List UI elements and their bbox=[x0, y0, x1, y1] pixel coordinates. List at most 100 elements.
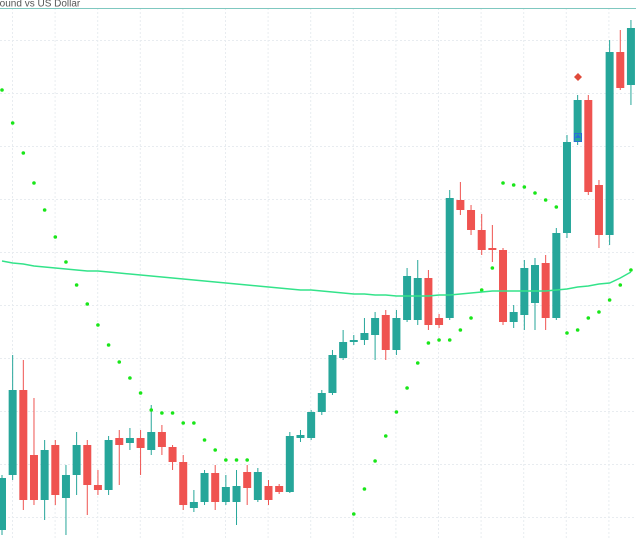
horizontal-grid bbox=[0, 9, 636, 538]
sar-dot bbox=[565, 331, 569, 335]
sar-dot bbox=[138, 391, 143, 395]
candle-body bbox=[435, 318, 444, 325]
sar-dot bbox=[575, 328, 580, 332]
sar-dot bbox=[394, 410, 399, 414]
sar-dot bbox=[458, 328, 463, 332]
sar-dot bbox=[405, 386, 409, 390]
candle-body bbox=[168, 447, 177, 462]
candle-body bbox=[8, 390, 17, 475]
sar-dot bbox=[501, 181, 505, 185]
candle-body bbox=[147, 432, 156, 450]
sar-dot bbox=[192, 421, 196, 425]
candle-body bbox=[61, 475, 70, 498]
sar-dot bbox=[128, 376, 132, 380]
sar-dot bbox=[106, 343, 111, 347]
candle-body bbox=[499, 250, 508, 322]
sar-dot bbox=[362, 487, 367, 491]
candle-body bbox=[371, 318, 380, 335]
candle-body bbox=[51, 445, 60, 495]
candle-body bbox=[339, 342, 348, 358]
candle-body bbox=[296, 435, 305, 438]
sar-dot bbox=[160, 411, 164, 415]
sar-dot bbox=[0, 88, 4, 92]
candle-body bbox=[275, 486, 284, 492]
sar-dot bbox=[479, 288, 484, 292]
sar-dot bbox=[74, 283, 79, 287]
sar-dot bbox=[213, 448, 217, 452]
buy-marker bbox=[575, 134, 581, 138]
sar-dot bbox=[351, 512, 356, 516]
sar-dot bbox=[224, 458, 228, 462]
candle-body bbox=[19, 390, 28, 500]
candle-body bbox=[360, 333, 369, 340]
candle-body bbox=[307, 412, 316, 438]
candle-body bbox=[381, 315, 390, 350]
candle-body bbox=[253, 472, 262, 500]
candle-body bbox=[552, 233, 561, 318]
candle-body bbox=[488, 248, 497, 250]
sar-dot bbox=[10, 121, 15, 125]
sar-dot bbox=[85, 302, 90, 306]
sar-dot bbox=[383, 434, 388, 438]
candle-body bbox=[605, 52, 614, 235]
sar-dot bbox=[543, 198, 548, 202]
candle-body bbox=[594, 185, 603, 235]
candle-body bbox=[83, 445, 92, 485]
sar-dot bbox=[53, 235, 58, 239]
candle-body bbox=[189, 502, 198, 508]
candle-body bbox=[211, 473, 220, 502]
sar-dot bbox=[149, 408, 154, 412]
candle-body bbox=[509, 312, 518, 322]
sar-dot bbox=[426, 341, 431, 345]
candle-body bbox=[72, 445, 81, 475]
candle-body bbox=[349, 340, 358, 342]
candle-body bbox=[392, 318, 401, 350]
sar-dot bbox=[64, 260, 68, 264]
candle-body bbox=[0, 478, 6, 530]
buy-marker-box bbox=[574, 133, 582, 142]
sar-dot bbox=[533, 191, 537, 195]
sar-dot bbox=[522, 185, 527, 189]
candle-body bbox=[93, 485, 102, 490]
sar-dot bbox=[245, 458, 249, 462]
candle-body bbox=[562, 142, 571, 233]
candle-body bbox=[626, 28, 635, 85]
sar-dot bbox=[415, 361, 420, 365]
sar-dot bbox=[469, 316, 473, 320]
candle-body bbox=[403, 276, 412, 320]
moving-average bbox=[1, 260, 632, 297]
candle-body bbox=[104, 440, 113, 490]
candle-body bbox=[573, 100, 582, 142]
candle-body bbox=[264, 486, 273, 500]
plot bbox=[0, 20, 635, 535]
candle-body bbox=[531, 265, 539, 303]
sar-dot bbox=[32, 181, 36, 185]
sar-dot bbox=[234, 458, 239, 462]
sar-dot bbox=[170, 411, 175, 415]
sar-dot bbox=[117, 360, 122, 364]
sar-dot bbox=[181, 421, 186, 425]
sar-dot bbox=[607, 298, 612, 302]
sar-dot bbox=[618, 283, 623, 287]
candle-body bbox=[445, 198, 454, 318]
chart-title: Pound vs US Dollar bbox=[0, 0, 81, 10]
sar-dot bbox=[490, 266, 495, 270]
candle-body bbox=[136, 438, 145, 448]
sar-dot bbox=[597, 310, 601, 314]
candle-body bbox=[477, 230, 486, 250]
sar-dot bbox=[373, 459, 377, 463]
candle-body bbox=[179, 462, 188, 505]
sar-dot bbox=[629, 268, 633, 272]
sar-dot bbox=[21, 151, 26, 155]
sar-dot bbox=[554, 205, 559, 209]
sar-dot bbox=[437, 338, 441, 342]
candle-body bbox=[125, 438, 134, 443]
candle-body bbox=[317, 393, 326, 412]
candle-body bbox=[467, 210, 476, 230]
sar-dot bbox=[42, 208, 47, 212]
sar-dot bbox=[202, 438, 207, 442]
candle-body bbox=[456, 200, 465, 210]
candle-body bbox=[115, 438, 124, 445]
